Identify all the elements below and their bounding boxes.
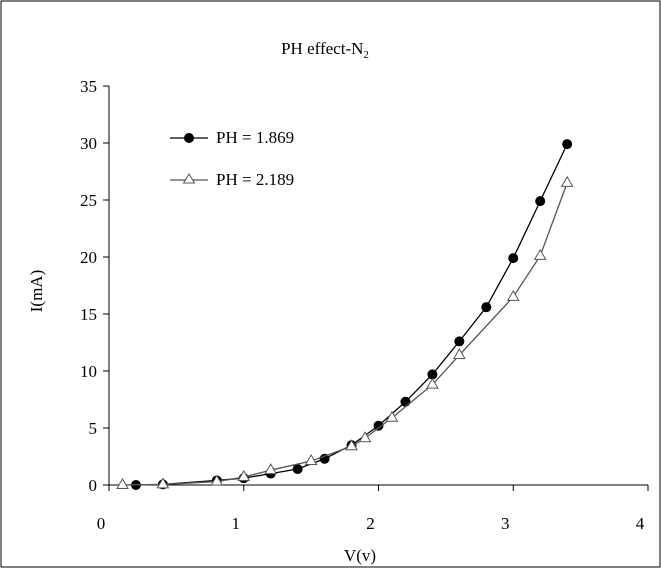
data-point [292, 464, 303, 475]
data-point [560, 175, 574, 187]
data-point [454, 336, 465, 347]
data-point [358, 431, 372, 443]
x-tick-label: 0 [97, 514, 106, 533]
data-point [116, 478, 129, 489]
y-tick-label: 15 [80, 305, 97, 324]
data-point [156, 477, 170, 489]
data-point [237, 470, 251, 482]
y-axis-ticks: 0 5 10 15 20 25 30 35 [80, 77, 109, 495]
data-point [535, 196, 546, 207]
x-tick-label: 2 [366, 514, 375, 533]
x-axis-label: V(v) [344, 546, 376, 565]
y-tick-label: 35 [80, 77, 97, 96]
data-point [345, 439, 358, 451]
y-tick-label: 10 [80, 362, 97, 381]
x-tick-label: 1 [232, 514, 241, 533]
legend-marker-series-2 [182, 173, 196, 184]
y-tick-label: 20 [80, 248, 97, 267]
data-point [319, 453, 330, 464]
x-tick-label: 3 [501, 514, 510, 533]
data-point [264, 463, 278, 475]
data-point [210, 474, 224, 486]
data-point [452, 348, 466, 360]
series-layer [116, 139, 574, 490]
data-point [562, 139, 573, 150]
data-point [373, 420, 384, 431]
series-2-line [122, 182, 568, 486]
chart-title-subscript: 2 [363, 49, 369, 61]
legend-marker-series-1 [184, 133, 194, 143]
data-point [400, 396, 411, 407]
chart-title-main: PH effect-N [281, 39, 363, 58]
x-axis-ticks: 0 1 2 3 4 [97, 485, 649, 533]
y-tick-label: 5 [89, 419, 98, 438]
data-point [427, 369, 438, 380]
legend-label-series-1: PH = 1.869 [216, 128, 294, 147]
series-2 [116, 175, 574, 489]
data-point [506, 289, 520, 301]
data-point [508, 253, 519, 264]
data-point [304, 454, 318, 466]
x-tick-label: 4 [636, 514, 645, 533]
data-point [426, 377, 439, 389]
data-point [385, 410, 399, 422]
y-axis-label: I(mA) [27, 270, 46, 312]
legend-label-series-2: PH = 2.189 [216, 170, 294, 189]
data-point [481, 302, 492, 313]
y-tick-label: 0 [89, 476, 98, 495]
legend: PH = 1.869 PH = 2.189 [170, 128, 294, 189]
y-tick-label: 25 [80, 191, 97, 210]
y-tick-label: 30 [80, 134, 97, 153]
chart-title: PH effect-N2 [281, 39, 369, 61]
data-point [533, 248, 547, 260]
